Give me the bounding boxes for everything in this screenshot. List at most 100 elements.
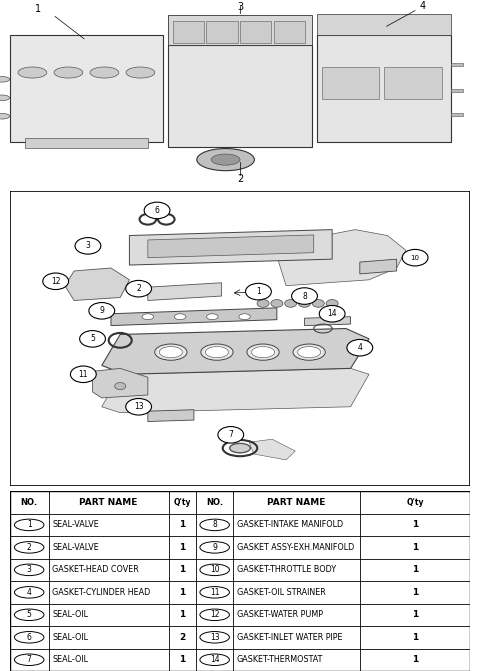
Text: Q'ty: Q'ty [407,498,424,507]
Text: Q'ty: Q'ty [174,498,191,507]
Polygon shape [93,368,148,398]
Circle shape [80,331,106,347]
Circle shape [200,564,229,576]
Polygon shape [148,282,222,301]
Text: 14: 14 [327,309,337,318]
Text: GASKET-INLET WATER PIPE: GASKET-INLET WATER PIPE [237,633,342,641]
Text: 9: 9 [212,543,217,552]
Text: 3: 3 [237,2,243,12]
Polygon shape [304,317,350,325]
FancyBboxPatch shape [168,15,312,45]
FancyBboxPatch shape [168,45,312,147]
FancyBboxPatch shape [451,113,463,116]
Polygon shape [360,259,396,274]
Circle shape [200,654,229,666]
FancyBboxPatch shape [317,13,451,35]
Circle shape [292,288,317,305]
Circle shape [14,541,44,553]
Text: 4: 4 [27,588,32,597]
Circle shape [90,67,119,78]
Polygon shape [249,440,295,460]
Circle shape [14,631,44,643]
Circle shape [18,67,47,78]
Text: 7: 7 [27,656,32,664]
Ellipse shape [247,344,279,360]
Text: 2: 2 [136,284,141,293]
Text: 1: 1 [412,566,418,574]
FancyBboxPatch shape [173,21,204,44]
FancyBboxPatch shape [10,191,470,486]
Circle shape [257,299,269,307]
FancyBboxPatch shape [274,21,305,44]
Text: GASKET-CYLINDER HEAD: GASKET-CYLINDER HEAD [52,588,151,597]
Circle shape [312,299,324,307]
Text: 5: 5 [90,334,95,344]
Text: 12: 12 [210,611,219,619]
Circle shape [402,250,428,266]
Circle shape [271,299,283,307]
Circle shape [211,154,240,165]
Circle shape [14,586,44,598]
Circle shape [197,148,254,170]
Text: 2: 2 [27,543,32,552]
FancyBboxPatch shape [451,89,463,93]
Text: 1: 1 [412,521,418,529]
Text: 1: 1 [412,633,418,641]
Circle shape [126,280,152,297]
FancyBboxPatch shape [206,21,238,44]
Text: 12: 12 [51,276,60,286]
Ellipse shape [206,314,218,319]
Text: 4: 4 [420,1,425,11]
Circle shape [144,202,170,219]
Text: GASKET-OIL STRAINER: GASKET-OIL STRAINER [237,588,325,597]
Text: GASKET-INTAKE MANIFOLD: GASKET-INTAKE MANIFOLD [237,521,343,529]
Ellipse shape [239,314,251,319]
Ellipse shape [229,444,251,453]
Text: GASKET-THERMOSTAT: GASKET-THERMOSTAT [237,656,323,664]
Text: 1: 1 [412,656,418,664]
Circle shape [200,586,229,598]
Ellipse shape [174,314,186,319]
Text: SEAL-OIL: SEAL-OIL [52,633,88,641]
Text: 7: 7 [228,430,233,440]
Circle shape [75,238,101,254]
Text: GASKET-WATER PUMP: GASKET-WATER PUMP [237,611,323,619]
Text: SEAL-OIL: SEAL-OIL [52,611,88,619]
Circle shape [0,76,10,82]
Circle shape [54,67,83,78]
Text: 1: 1 [179,611,186,619]
Text: PART NAME: PART NAME [80,498,138,507]
FancyBboxPatch shape [240,21,271,44]
Circle shape [326,299,338,307]
Polygon shape [102,329,369,374]
Ellipse shape [201,344,233,360]
Circle shape [71,366,96,382]
Text: 11: 11 [210,588,219,597]
Text: 1: 1 [412,543,418,552]
Circle shape [89,303,115,319]
Text: 13: 13 [210,633,219,641]
Text: 9: 9 [99,306,104,315]
Circle shape [126,67,155,78]
Circle shape [200,519,229,531]
Text: GASKET-HEAD COVER: GASKET-HEAD COVER [52,566,139,574]
Text: 1: 1 [412,588,418,597]
Text: 6: 6 [27,633,32,641]
Circle shape [299,299,311,307]
Text: 8: 8 [212,521,217,529]
Text: 8: 8 [302,291,307,301]
Text: 6: 6 [155,206,159,215]
Text: 1: 1 [412,611,418,619]
Text: SEAL-OIL: SEAL-OIL [52,656,88,664]
Polygon shape [102,368,369,413]
Text: 1: 1 [27,521,32,529]
Text: GASKET ASSY-EXH.MANIFOLD: GASKET ASSY-EXH.MANIFOLD [237,543,354,552]
Text: 1: 1 [256,287,261,296]
Text: 2: 2 [237,174,243,184]
Text: 1: 1 [179,543,186,552]
Text: 11: 11 [79,370,88,379]
Circle shape [285,299,297,307]
Circle shape [0,95,10,101]
Text: 3: 3 [85,242,90,250]
Ellipse shape [293,344,325,360]
